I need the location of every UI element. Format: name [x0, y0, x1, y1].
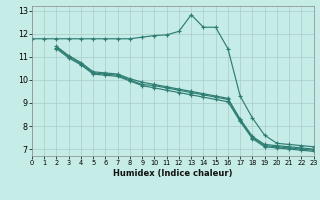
- X-axis label: Humidex (Indice chaleur): Humidex (Indice chaleur): [113, 169, 233, 178]
